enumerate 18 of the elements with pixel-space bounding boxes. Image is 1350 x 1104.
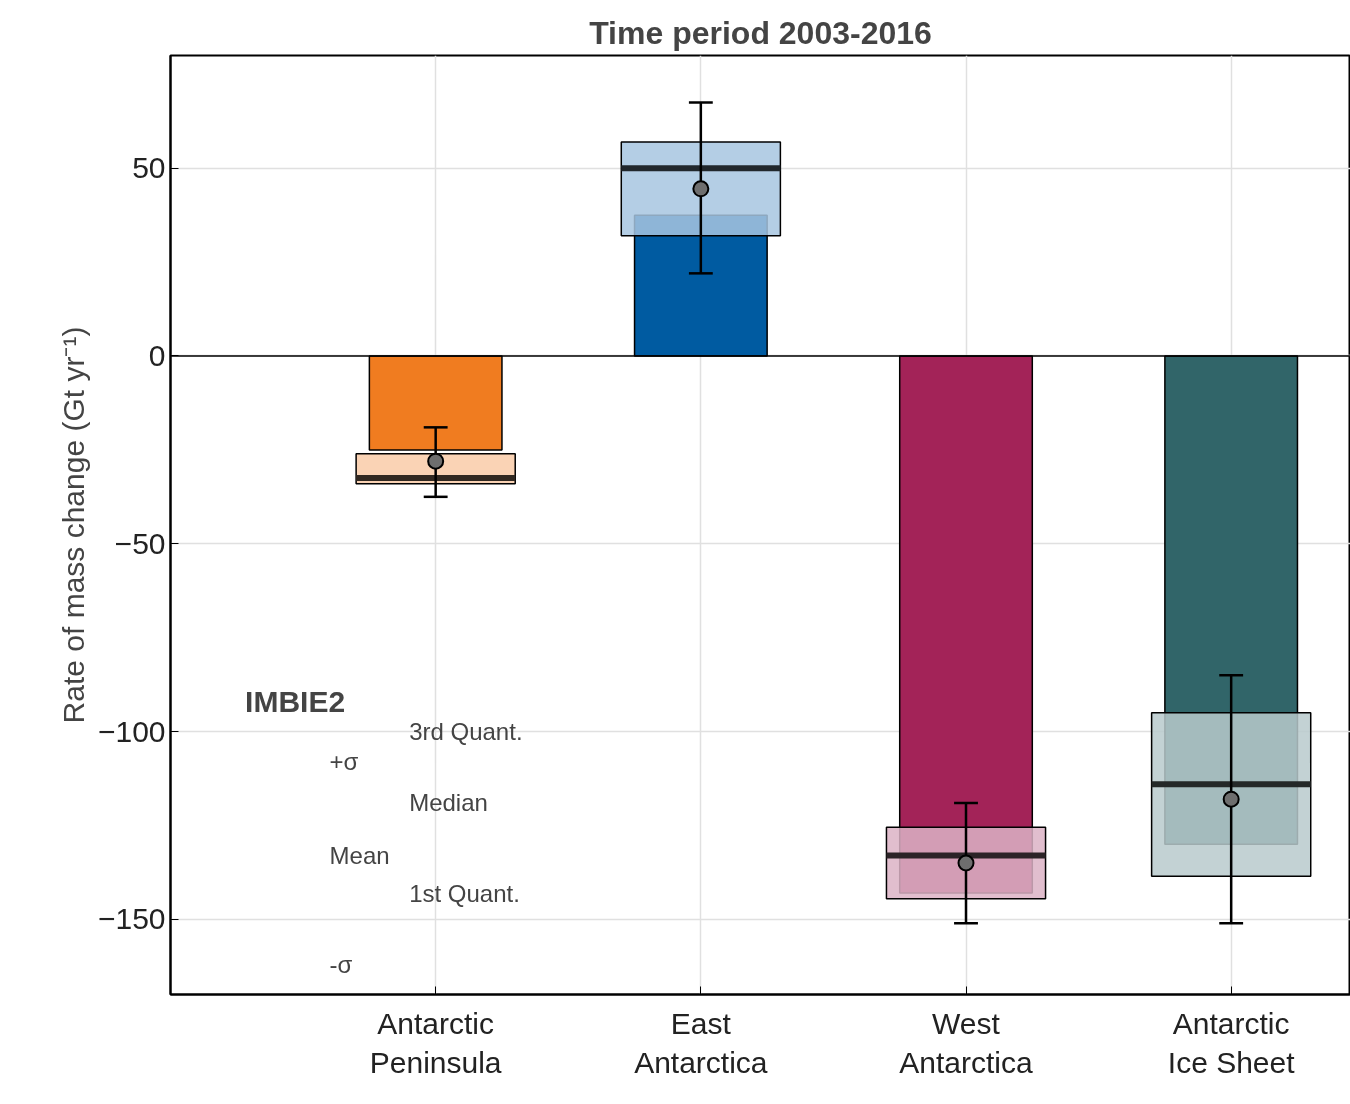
x-tick-label: Antarctic Peninsula (369, 1006, 502, 1080)
y-axis-title: Rate of mass change (Gt yr⁻¹) (56, 326, 90, 724)
annotation: 3rd Quant. (409, 718, 523, 746)
annotation: Mean (329, 842, 390, 870)
y-tick-label: 50 (132, 151, 166, 185)
annotation: 1st Quant. (409, 879, 520, 907)
x-tick-label: East Antarctica (634, 1006, 768, 1080)
annotation: +σ (329, 748, 359, 776)
y-tick-label: −50 (114, 526, 166, 560)
y-tick-label: 0 (148, 338, 166, 372)
legend-title: IMBIE2 (245, 685, 346, 719)
x-tick-label: Antarctic Ice Sheet (1167, 1006, 1296, 1080)
annotation: Median (409, 789, 488, 817)
chart-title: Time period 2003-2016 (589, 14, 932, 51)
y-tick-label: −100 (97, 714, 166, 748)
annotation: -σ (329, 950, 353, 978)
x-tick-label: West Antarctica (899, 1006, 1034, 1080)
y-tick-label: −150 (97, 902, 166, 936)
